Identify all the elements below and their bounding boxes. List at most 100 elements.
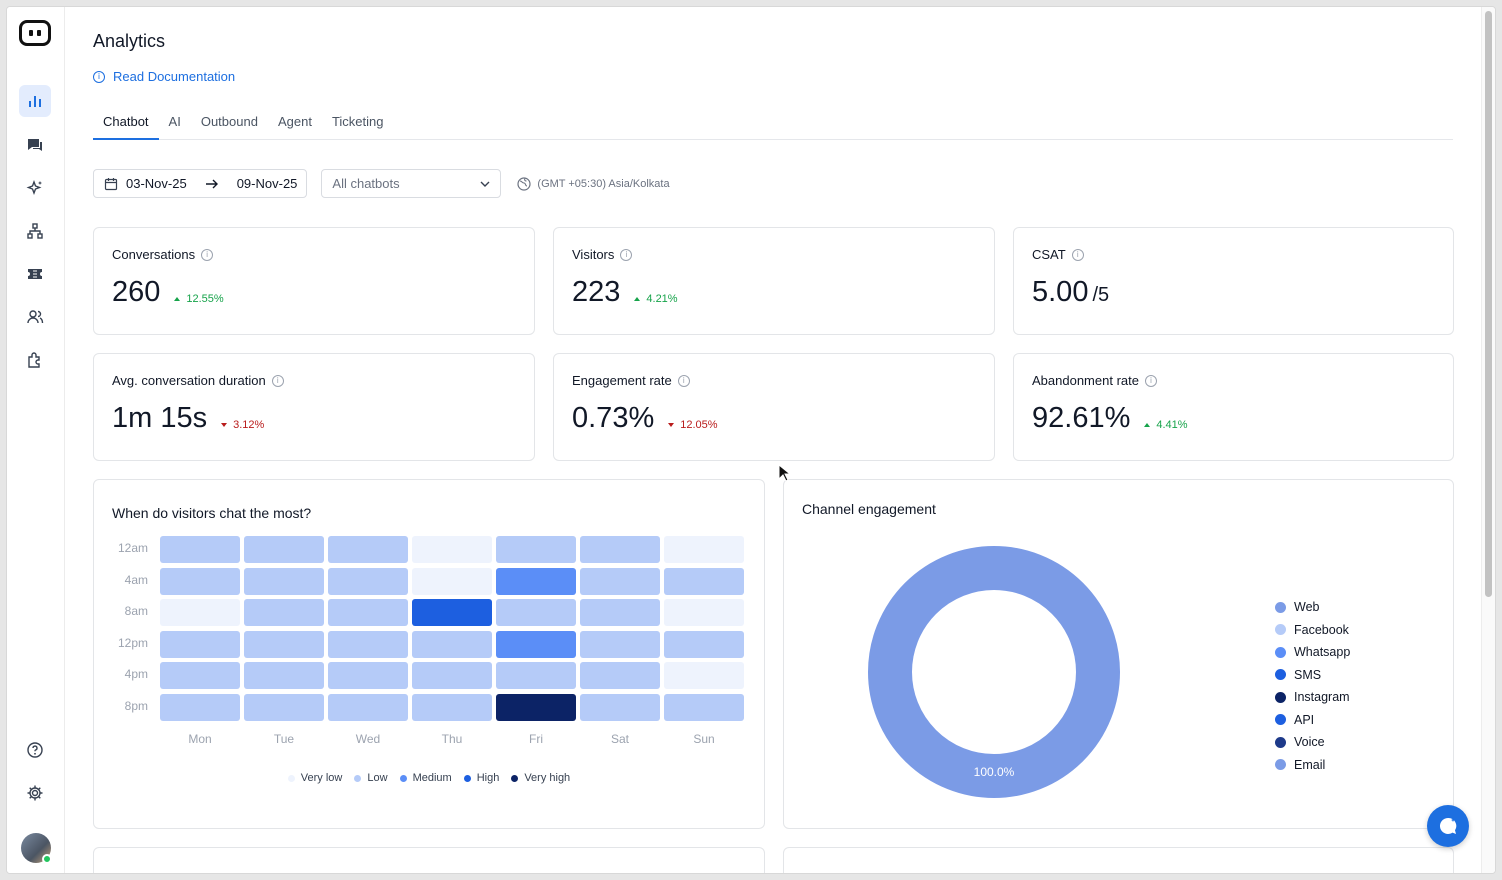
heatmap-legend-item[interactable]: Low xyxy=(354,772,388,784)
heatmap-cell[interactable] xyxy=(160,662,240,689)
chat-icon[interactable] xyxy=(19,129,51,161)
legend-label: Facebook xyxy=(1294,622,1349,637)
heatmap-cell[interactable] xyxy=(580,693,660,721)
heatmap-cell[interactable] xyxy=(412,599,492,626)
trend-up-icon xyxy=(634,297,641,301)
heatmap-cell[interactable] xyxy=(496,599,576,626)
metric-label: Abandonment rate xyxy=(1032,373,1139,388)
help-icon[interactable] xyxy=(19,734,51,766)
heatmap-cell[interactable] xyxy=(160,567,240,595)
tab-ai[interactable]: AI xyxy=(168,114,181,129)
heatmap-col-label: Wed xyxy=(355,732,381,746)
heatmap-cell[interactable] xyxy=(412,630,492,658)
scrollbar-thumb[interactable] xyxy=(1485,11,1492,597)
heatmap-cell[interactable] xyxy=(664,693,744,721)
legend-label: Medium xyxy=(412,772,452,784)
heatmap-legend-item[interactable]: Very low xyxy=(287,772,343,784)
legend-label: Low xyxy=(367,772,388,784)
tab-outbound[interactable]: Outbound xyxy=(200,114,258,129)
tab-chatbot[interactable]: Chatbot xyxy=(93,107,159,140)
channel-legend-item[interactable]: SMS xyxy=(1275,664,1350,687)
heatmap-cell[interactable] xyxy=(412,662,492,689)
channel-legend-item[interactable]: Web xyxy=(1275,596,1350,619)
mouse-cursor-icon xyxy=(778,464,790,482)
heatmap-cell[interactable] xyxy=(412,567,492,595)
info-icon[interactable]: i xyxy=(1071,248,1084,261)
timezone-label: (GMT +05:30) Asia/Kolkata xyxy=(537,177,670,190)
heatmap-cell[interactable] xyxy=(328,693,408,721)
heatmap-cell[interactable] xyxy=(496,630,576,658)
heatmap-cell[interactable] xyxy=(328,536,408,563)
heatmap-cell[interactable] xyxy=(244,630,324,658)
heatmap-cell[interactable] xyxy=(664,630,744,658)
heatmap-legend-item[interactable]: High xyxy=(463,772,499,784)
heatmap-cell[interactable] xyxy=(664,599,744,626)
metric-delta-value: 4.21% xyxy=(646,293,678,305)
info-icon[interactable]: i xyxy=(1144,374,1157,387)
heatmap-cell[interactable] xyxy=(328,599,408,626)
heatmap-cell[interactable] xyxy=(244,693,324,721)
heatmap-cell[interactable] xyxy=(412,536,492,563)
sidebar xyxy=(7,7,65,873)
heatmap-cell[interactable] xyxy=(328,662,408,689)
channel-legend-item[interactable]: Facebook xyxy=(1275,619,1350,642)
channel-legend-item[interactable]: Instagram xyxy=(1275,686,1350,709)
tab-ticketing[interactable]: Ticketing xyxy=(331,114,384,129)
heatmap-cell[interactable] xyxy=(244,599,324,626)
scrollbar[interactable] xyxy=(1481,7,1495,873)
legend-label: Very low xyxy=(300,772,343,784)
heatmap-cell[interactable] xyxy=(412,693,492,721)
heatmap-cell[interactable] xyxy=(496,693,576,721)
heatmap-cell[interactable] xyxy=(160,599,240,626)
heatmap-cell[interactable] xyxy=(244,536,324,563)
chat-widget-button[interactable] xyxy=(1427,805,1469,847)
legend-label: Very high xyxy=(524,772,571,784)
heatmap-cell[interactable] xyxy=(328,567,408,595)
users-icon[interactable] xyxy=(19,301,51,333)
ticket-icon[interactable] xyxy=(19,258,51,290)
date-range-picker[interactable]: 03-Nov-25 09-Nov-25 xyxy=(93,169,308,198)
channel-legend-item[interactable]: Voice xyxy=(1275,731,1350,754)
heatmap-cell[interactable] xyxy=(580,630,660,658)
heatmap-cell[interactable] xyxy=(244,567,324,595)
heatmap-cell[interactable] xyxy=(580,567,660,595)
info-icon[interactable]: i xyxy=(201,248,214,261)
heatmap-cell[interactable] xyxy=(496,536,576,563)
metric-value: 0.73% xyxy=(572,402,655,434)
heatmap-cell[interactable] xyxy=(160,693,240,721)
heatmap-cell[interactable] xyxy=(580,599,660,626)
read-documentation-link[interactable]: i Read Documentation xyxy=(93,69,235,84)
hierarchy-icon[interactable] xyxy=(19,215,51,247)
heatmap-legend-item[interactable]: Very high xyxy=(511,772,570,784)
metric-label: Visitors xyxy=(572,247,615,262)
channel-legend-item[interactable]: API xyxy=(1275,709,1350,732)
tab-agent[interactable]: Agent xyxy=(277,114,312,129)
heatmap-legend-item[interactable]: Medium xyxy=(399,772,452,784)
heatmap-cell[interactable] xyxy=(496,662,576,689)
heatmap-cell[interactable] xyxy=(496,567,576,595)
legend-label: Web xyxy=(1294,600,1320,615)
sparkles-icon[interactable] xyxy=(19,172,51,204)
heatmap-cell[interactable] xyxy=(580,536,660,563)
heatmap-cell[interactable] xyxy=(664,567,744,595)
settings-icon[interactable] xyxy=(19,777,51,809)
info-icon[interactable]: i xyxy=(677,374,690,387)
read-documentation-label[interactable]: Read Documentation xyxy=(113,69,236,84)
heatmap-cell[interactable] xyxy=(664,536,744,563)
info-icon[interactable]: i xyxy=(271,374,284,387)
channel-legend-item[interactable]: Email xyxy=(1275,754,1350,777)
info-icon[interactable]: i xyxy=(620,248,633,261)
heatmap-cell[interactable] xyxy=(244,662,324,689)
donut-slice-web[interactable] xyxy=(868,546,1120,798)
heatmap-cell[interactable] xyxy=(580,662,660,689)
puzzle-icon[interactable] xyxy=(19,344,51,376)
heatmap-cell[interactable] xyxy=(160,536,240,563)
heatmap-cell[interactable] xyxy=(160,630,240,658)
channel-legend-item[interactable]: Whatsapp xyxy=(1275,641,1350,664)
chatbot-select[interactable]: All chatbots xyxy=(321,169,502,198)
heatmap-cell[interactable] xyxy=(664,662,744,689)
app-logo[interactable] xyxy=(19,20,51,46)
analytics-icon[interactable] xyxy=(19,85,51,117)
heatmap-cell[interactable] xyxy=(328,630,408,658)
metric-delta: 4.21% xyxy=(634,293,678,305)
